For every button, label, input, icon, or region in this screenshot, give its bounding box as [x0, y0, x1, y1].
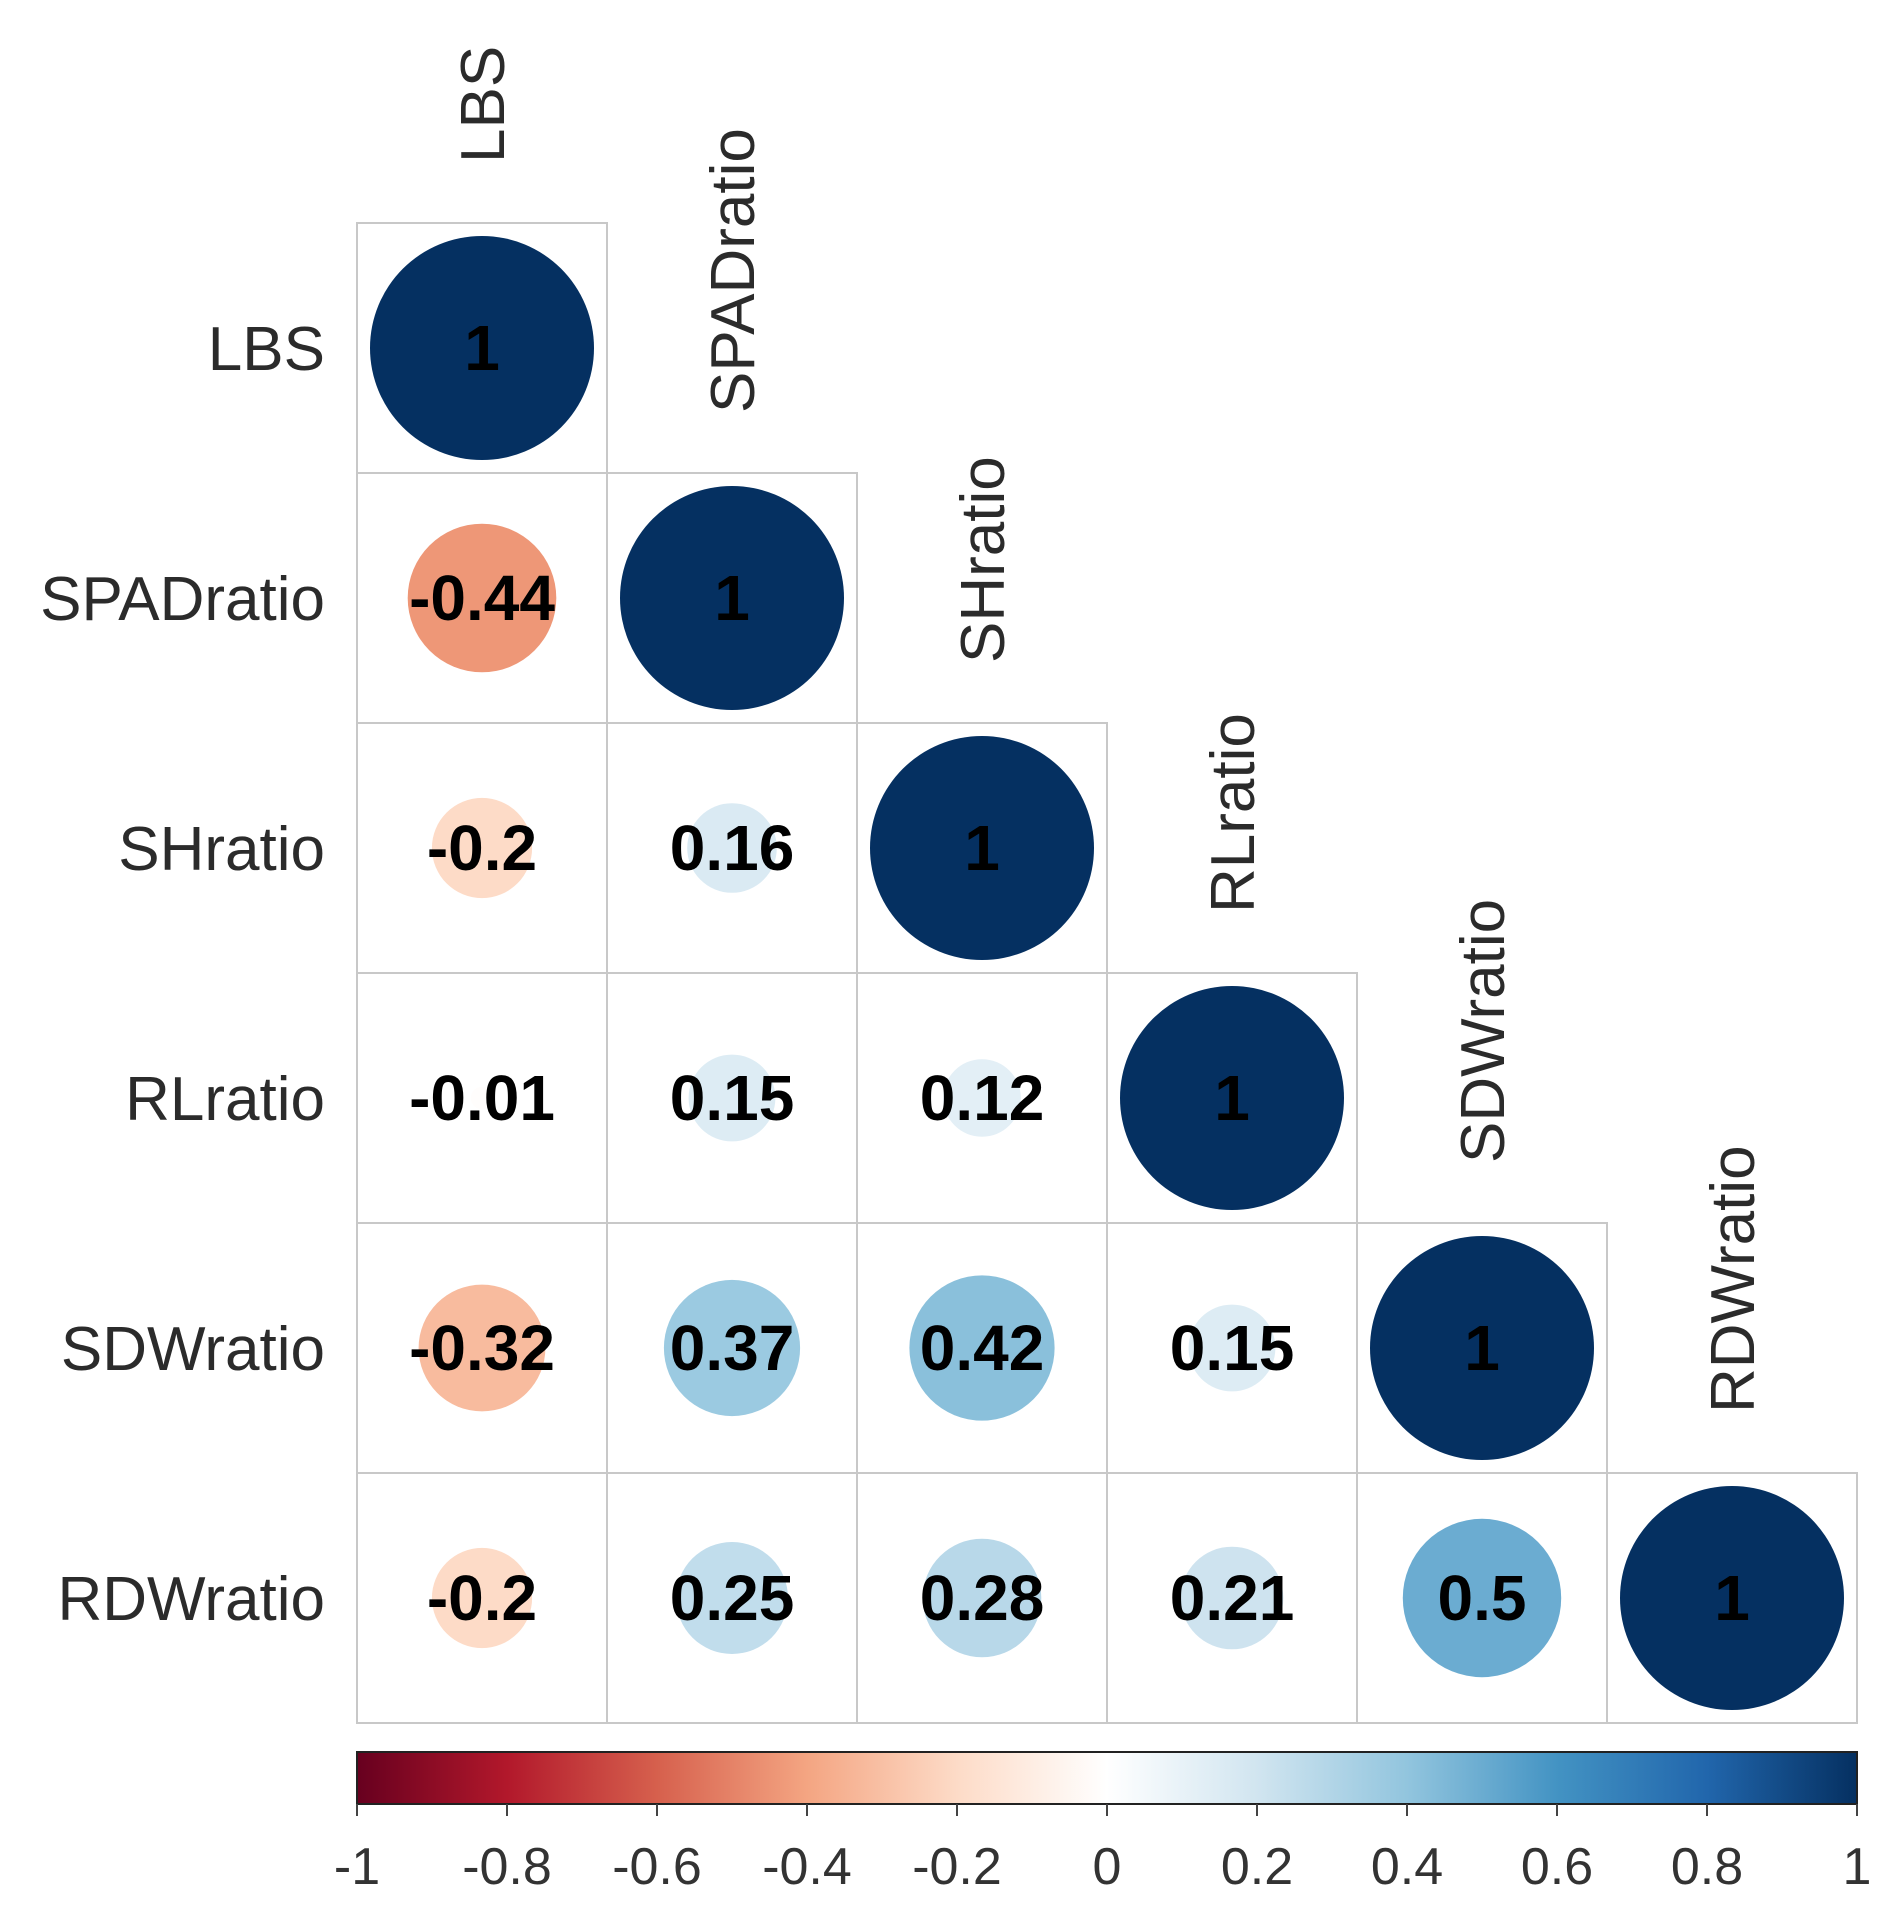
row-labels: LBS SPADratio SHratio RLratio SDWratio RDWrat…: [40, 315, 325, 1634]
cell-SDWratio-SDWratio: 1: [1356, 1222, 1608, 1474]
colorbar-tick-label: 0: [1093, 1838, 1122, 1896]
cell-RDWratio-RLratio: 0.21: [1106, 1472, 1358, 1724]
correlation-circle: [620, 486, 844, 710]
cell-RLratio-LBS: -0.01: [356, 972, 608, 1224]
correlation-value: 1: [464, 312, 500, 384]
correlation-circle: [676, 1542, 788, 1654]
correlation-circle: [1188, 1304, 1276, 1392]
cell-RDWratio-SPADratio: 0.25: [606, 1472, 858, 1724]
cell-SDWratio-LBS: -0.32: [356, 1222, 608, 1474]
correlation-circle: [909, 1275, 1055, 1421]
correlation-circle: [688, 1054, 776, 1142]
correlation-circle: [1120, 986, 1344, 1210]
correlation-circle: [1180, 1546, 1284, 1650]
correlation-circle: [1402, 1518, 1562, 1678]
colorbar-tick-label: 0.8: [1671, 1838, 1743, 1896]
correlation-value: 1: [964, 812, 1000, 884]
colorbar-tick-label: 0.6: [1521, 1838, 1593, 1896]
cell-RLratio-SHratio: 0.12: [856, 972, 1108, 1224]
colorbar-tick-label: 0.4: [1371, 1838, 1443, 1896]
column-labels: LBS SPADratio SHratio RLratio SDWratio RDWrat…: [449, 46, 1768, 1413]
colorbar-tick-label: -1: [334, 1838, 380, 1896]
correlation-circle: [370, 236, 594, 460]
cell-LBS-LBS: 1: [356, 222, 608, 474]
cell-SDWratio-RLratio: 0.15: [1106, 1222, 1358, 1474]
correlation-value: 0.28: [920, 1562, 1045, 1634]
cell-border: [1606, 1472, 1858, 1724]
correlation-value: 1: [714, 562, 750, 634]
correlation-circle: [1370, 1236, 1594, 1460]
correlation-value: 0.42: [920, 1312, 1045, 1384]
colorbar-tick-label: -0.8: [462, 1838, 552, 1896]
column-label-RDWratio: RDWratio: [1699, 1145, 1768, 1413]
correlation-value: 1: [1714, 1562, 1750, 1634]
correlation-circle: [470, 1086, 494, 1110]
row-label-RDWratio: RDWratio: [57, 1565, 325, 1634]
correlation-value: 0.5: [1438, 1562, 1527, 1634]
correlation-circle: [1620, 1486, 1844, 1710]
colorbar-tick-label: -0.4: [762, 1838, 852, 1896]
cell-RDWratio-SHratio: 0.28: [856, 1472, 1108, 1724]
correlation-circle: [431, 1547, 533, 1649]
correlation-value: 1: [1214, 1062, 1250, 1134]
colorbar-tick-label: 1: [1843, 1838, 1872, 1896]
row-label-RLratio: RLratio: [125, 1065, 325, 1134]
correlation-circle: [922, 1538, 1042, 1658]
correlation-value: -0.44: [409, 562, 555, 634]
colorbar: -1 -0.8 -0.6 -0.4 -0.2 0 0.2 0.4 0.6 0.8 1: [334, 1751, 1872, 1896]
row-label-SDWratio: SDWratio: [61, 1315, 325, 1384]
colorbar-tick-label: -0.6: [612, 1838, 702, 1896]
colorbar-gradient: [356, 1751, 1858, 1805]
correlation-circle: [431, 797, 533, 899]
column-label-RLratio: RLratio: [1199, 713, 1268, 913]
cell-SHratio-SPADratio: 0.16: [606, 722, 858, 974]
correlation-value: 0.16: [670, 812, 795, 884]
cell-RDWratio-RDWratio: 1: [1606, 1472, 1858, 1724]
matrix-cells: 1 -0.44 1 -0.2 0.16 1 -0.01 0.15 0.12 1 -0.32 0.37 0…: [356, 222, 1858, 1724]
row-label-LBS: LBS: [208, 315, 325, 384]
colorbar-tick-label: -0.2: [912, 1838, 1002, 1896]
column-label-SDWratio: SDWratio: [1449, 899, 1518, 1163]
row-label-SPADratio: SPADratio: [40, 565, 325, 634]
correlation-circle: [663, 1279, 801, 1417]
cell-SPADratio-LBS: -0.44: [356, 472, 608, 724]
cell-RDWratio-SDWratio: 0.5: [1356, 1472, 1608, 1724]
correlation-value: 0.21: [1170, 1562, 1295, 1634]
cell-SDWratio-SHratio: 0.42: [856, 1222, 1108, 1474]
column-label-LBS: LBS: [449, 46, 518, 163]
correlation-circle: [407, 523, 557, 673]
correlation-value: -0.2: [427, 812, 537, 884]
cell-SDWratio-SPADratio: 0.37: [606, 1222, 858, 1474]
correlation-value: -0.32: [409, 1312, 555, 1384]
correlation-value: 0.15: [670, 1062, 795, 1134]
cell-SPADratio-SPADratio: 1: [606, 472, 858, 724]
correlation-circle: [870, 736, 1094, 960]
row-label-SHratio: SHratio: [118, 815, 325, 884]
correlation-value: 0.25: [670, 1562, 795, 1634]
cell-SHratio-SHratio: 1: [856, 722, 1108, 974]
cell-RLratio-RLratio: 1: [1106, 972, 1358, 1224]
correlation-circle: [418, 1284, 546, 1412]
correlation-circle: [943, 1059, 1021, 1137]
correlation-value: 0.37: [670, 1312, 795, 1384]
correlation-value: 0.12: [920, 1062, 1045, 1134]
column-label-SHratio: SHratio: [949, 456, 1018, 663]
correlation-value: 0.15: [1170, 1312, 1295, 1384]
column-label-SPADratio: SPADratio: [699, 128, 768, 413]
correlation-value: -0.01: [409, 1062, 555, 1134]
cell-RLratio-SPADratio: 0.15: [606, 972, 858, 1224]
correlation-value: -0.2: [427, 1562, 537, 1634]
colorbar-tick-label: 0.2: [1221, 1838, 1293, 1896]
cell-RDWratio-LBS: -0.2: [356, 1472, 608, 1724]
correlation-circle: [687, 803, 777, 893]
cell-SHratio-LBS: -0.2: [356, 722, 608, 974]
correlation-value: 1: [1464, 1312, 1500, 1384]
